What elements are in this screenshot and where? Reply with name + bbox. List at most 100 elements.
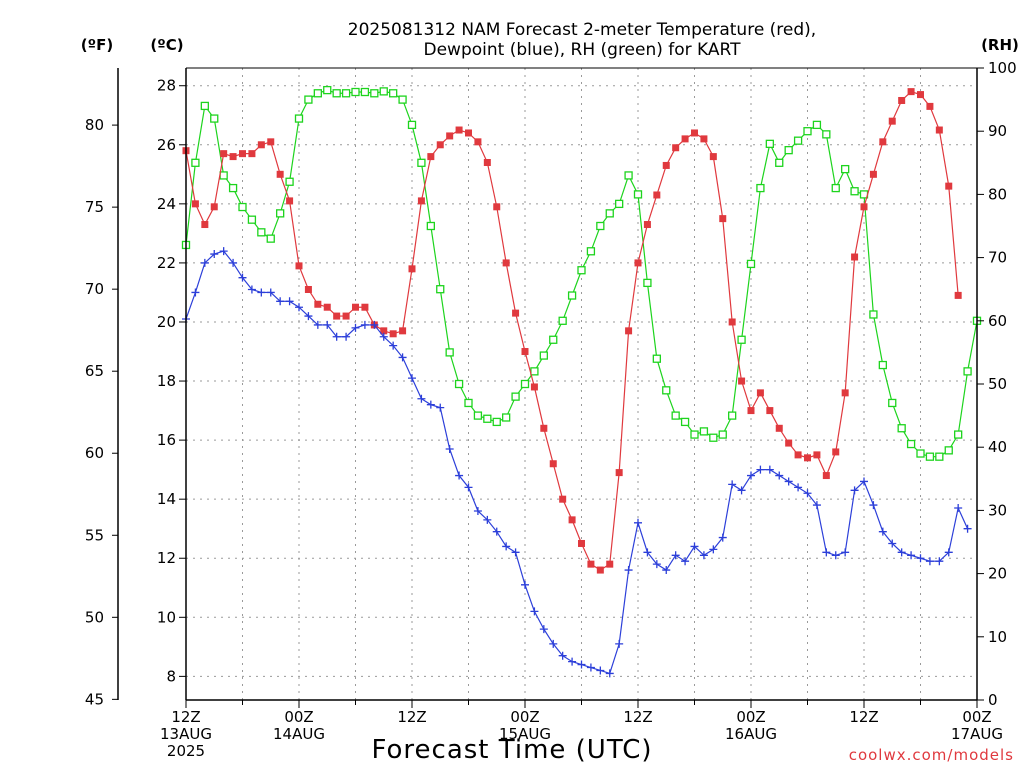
rh-point [436, 285, 445, 294]
temperature-point [314, 300, 322, 308]
dewpoint-point [539, 625, 548, 634]
dewpoint-point [747, 471, 755, 480]
dewpoint-point [247, 285, 256, 294]
dewpoint-point [238, 273, 247, 282]
rh-point [426, 221, 435, 231]
rh-tick-label: 70 [988, 249, 1007, 267]
rh-point [812, 120, 822, 130]
temperature-point [888, 117, 896, 125]
rh-point [238, 202, 247, 212]
dewpoint-point [210, 250, 219, 259]
rh-point [530, 367, 539, 376]
rh-point [577, 266, 586, 275]
temperature-point [766, 407, 774, 415]
rh-point [728, 411, 737, 420]
rh-point [869, 310, 878, 319]
rh-point [407, 120, 417, 130]
rh-point [756, 183, 765, 193]
rh-series [181, 85, 982, 461]
rh-point [257, 228, 266, 237]
rh-point [502, 413, 511, 422]
rh-point [454, 379, 464, 389]
dewpoint-point [332, 332, 341, 341]
temperature-point [606, 560, 614, 568]
dewpoint-point [681, 557, 690, 566]
dewpoint-point [502, 542, 511, 551]
dewpoint-point [794, 483, 803, 492]
temperature-point [342, 312, 350, 320]
temperature-point [286, 197, 294, 205]
dewpoint-point [888, 539, 897, 548]
series-line [185, 90, 959, 571]
rh-point [652, 354, 661, 363]
rh-point [803, 127, 812, 136]
dewpoint-point [615, 639, 624, 648]
rh-point [963, 367, 972, 376]
rh-point [389, 89, 398, 98]
temperature-point [898, 96, 906, 104]
dewpoint-point [408, 374, 416, 383]
temperature-point [436, 141, 444, 149]
rh-tick-label: 20 [988, 565, 1007, 583]
dewpoint-point [370, 320, 379, 329]
rh-point [398, 95, 407, 104]
fahrenheit-tick-label: 80 [85, 116, 104, 134]
dewpoint-point [473, 506, 482, 515]
rh-point [266, 234, 275, 243]
temperature-point [775, 424, 783, 432]
temperature-point [380, 327, 388, 335]
rh-point [285, 177, 294, 186]
rh-point [605, 209, 614, 218]
celsius-tick-label: 8 [166, 667, 176, 685]
rh-point [539, 351, 548, 360]
dewpoint-point [963, 524, 972, 533]
dewpoint-point [869, 501, 878, 510]
dewpoint-point [426, 400, 435, 409]
dewpoint-point [295, 303, 303, 312]
x-tick-label: 16AUG [725, 725, 777, 743]
dewpoint-point [229, 258, 238, 267]
temperature-point [681, 135, 689, 143]
rh-point [483, 414, 492, 423]
dewpoint-point [728, 480, 737, 489]
fahrenheit-tick-label: 55 [85, 526, 104, 544]
fahrenheit-axis-label: (ºF) [81, 36, 113, 54]
rh-point [567, 291, 577, 300]
temperature-point [578, 539, 585, 547]
rh-point [210, 114, 219, 123]
celsius-tick-label: 12 [157, 549, 176, 567]
temperature-point [625, 327, 633, 335]
dewpoint-point [831, 551, 840, 560]
rh-point [492, 417, 501, 427]
dewpoint-point [596, 666, 605, 675]
dewpoint-point [907, 551, 916, 560]
temperature-point [738, 377, 746, 385]
x-tick-label: 12Z [849, 708, 878, 726]
rh-tick-label: 30 [988, 501, 1007, 519]
rh-point [511, 392, 520, 401]
rh-point [351, 87, 360, 97]
dewpoint-point [200, 258, 209, 267]
temperature-point [785, 439, 793, 447]
dewpoint-point [558, 651, 567, 660]
temperature-point [813, 451, 821, 459]
dewpoint-point [935, 557, 944, 566]
rh-point [784, 146, 793, 155]
rh-axis-label: (RH) [981, 36, 1019, 54]
temperature-point [540, 424, 548, 432]
temperature-point [926, 102, 934, 110]
rh-point [586, 247, 596, 256]
rh-point [445, 348, 454, 357]
dewpoint-point [765, 465, 774, 474]
rh-point [332, 89, 341, 98]
rh-point [276, 209, 285, 218]
rh-point [680, 417, 690, 427]
celsius-tick-label: 18 [157, 372, 176, 390]
rh-tick-label: 90 [988, 122, 1007, 140]
x-tick-label: 12Z [623, 708, 652, 726]
dewpoint-point [916, 554, 925, 563]
celsius-axis-label: (ºC) [150, 36, 183, 54]
temperature-point [719, 215, 727, 223]
dewpoint-point [549, 639, 558, 648]
rh-point [464, 398, 473, 408]
